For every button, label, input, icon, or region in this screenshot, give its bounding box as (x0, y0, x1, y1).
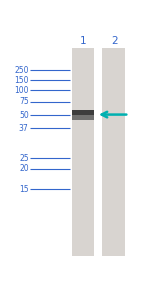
Bar (102, 47, 124, 256)
Text: 100: 100 (14, 86, 29, 95)
Text: 250: 250 (14, 66, 29, 75)
Text: 20: 20 (19, 164, 29, 173)
Text: 25: 25 (19, 154, 29, 163)
Bar (72, 47, 94, 256)
Bar (72, 115, 94, 120)
Text: 2: 2 (111, 36, 117, 46)
Text: 1: 1 (80, 36, 87, 46)
Text: 37: 37 (19, 124, 29, 133)
Text: 50: 50 (19, 111, 29, 120)
Text: 150: 150 (14, 76, 29, 85)
Text: 75: 75 (19, 97, 29, 106)
Text: 15: 15 (19, 185, 29, 193)
Bar (72, 110, 94, 115)
